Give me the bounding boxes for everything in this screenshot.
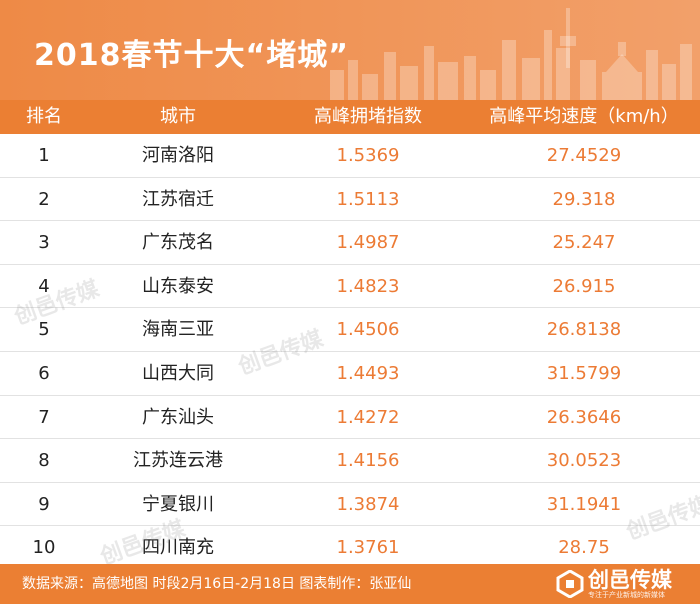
table-row: 1 河南洛阳 1.5369 27.4529 [0,134,700,178]
city-cell: 广东汕头 [142,406,214,428]
table-row: 2 江苏宿迁 1.5113 29.318 [0,178,700,222]
city-cell: 宁夏银川 [142,493,214,515]
index-cell: 1.3761 [336,537,400,559]
table-row: 4 山东泰安 1.4823 26.915 [0,265,700,309]
table-row: 5 海南三亚 1.4506 26.8138 [0,308,700,352]
title-banner: 2018春节十大“堵城” [0,0,700,100]
index-cell: 1.5113 [336,188,400,210]
data-source-text: 数据来源：高德地图 时段2月16日-2月18日 图表制作：张亚仙 [22,576,412,592]
speed-cell: 26.8138 [546,319,622,341]
column-header-rank: 排名 [26,106,62,127]
page-title: 2018春节十大“堵城” [34,38,349,73]
city-cell: 江苏连云港 [133,450,223,472]
footer-bar: 数据来源：高德地图 时段2月16日-2月18日 图表制作：张亚仙 创邑传媒 专注… [0,564,700,604]
brand-tagline: 专注于产业新城的新媒体 [588,591,665,599]
column-header-city: 城市 [160,106,196,127]
column-header-speed: 高峰平均速度（km/h） [489,106,679,127]
city-cell: 河南洛阳 [142,145,214,166]
brand-hexagon-icon [556,570,584,598]
speed-cell: 31.1941 [546,493,622,515]
rank-cell: 9 [38,493,50,515]
city-cell: 四川南充 [142,537,214,559]
table-body: 1 河南洛阳 1.5369 27.4529 2 江苏宿迁 1.5113 29.3… [0,134,700,570]
speed-cell: 31.5799 [546,362,622,384]
table-row: 7 广东汕头 1.4272 26.3646 [0,396,700,440]
city-cell: 江苏宿迁 [142,188,214,210]
index-cell: 1.4987 [336,232,400,254]
index-cell: 1.4272 [336,406,400,428]
city-cell: 广东茂名 [142,232,214,254]
city-cell: 山东泰安 [142,275,214,297]
speed-cell: 25.247 [552,232,616,254]
index-cell: 1.4823 [336,275,400,297]
table-row: 8 江苏连云港 1.4156 30.0523 [0,439,700,483]
rank-cell: 5 [38,319,50,341]
brand-logo: 创邑传媒 专注于产业新城的新媒体 [556,568,696,602]
rank-cell: 1 [38,145,50,166]
speed-cell: 27.4529 [546,145,622,166]
table-header: 排名 城市 高峰拥堵指数 高峰平均速度（km/h） [0,100,700,134]
city-cell: 海南三亚 [142,319,214,341]
rank-cell: 4 [38,275,50,297]
table-row: 9 宁夏银川 1.3874 31.1941 [0,483,700,527]
rank-cell: 7 [38,406,50,428]
rank-cell: 8 [38,450,50,472]
speed-cell: 30.0523 [546,450,622,472]
speed-cell: 26.3646 [546,406,622,428]
rank-cell: 6 [38,362,50,384]
table-row: 6 山西大同 1.4493 31.5799 [0,352,700,396]
speed-cell: 29.318 [552,188,616,210]
city-skyline-graphic [330,8,692,100]
rank-cell: 10 [32,537,56,559]
rank-cell: 3 [38,232,50,254]
index-cell: 1.3874 [336,493,400,515]
index-cell: 1.5369 [336,145,400,166]
index-cell: 1.4156 [336,450,400,472]
rank-cell: 2 [38,188,50,210]
city-cell: 山西大同 [142,362,214,384]
speed-cell: 28.75 [558,537,610,559]
index-cell: 1.4493 [336,362,400,384]
speed-cell: 26.915 [552,275,616,297]
index-cell: 1.4506 [336,319,400,341]
column-header-index: 高峰拥堵指数 [314,106,422,127]
brand-name: 创邑传媒 [588,568,672,592]
table-row: 3 广东茂名 1.4987 25.247 [0,221,700,265]
